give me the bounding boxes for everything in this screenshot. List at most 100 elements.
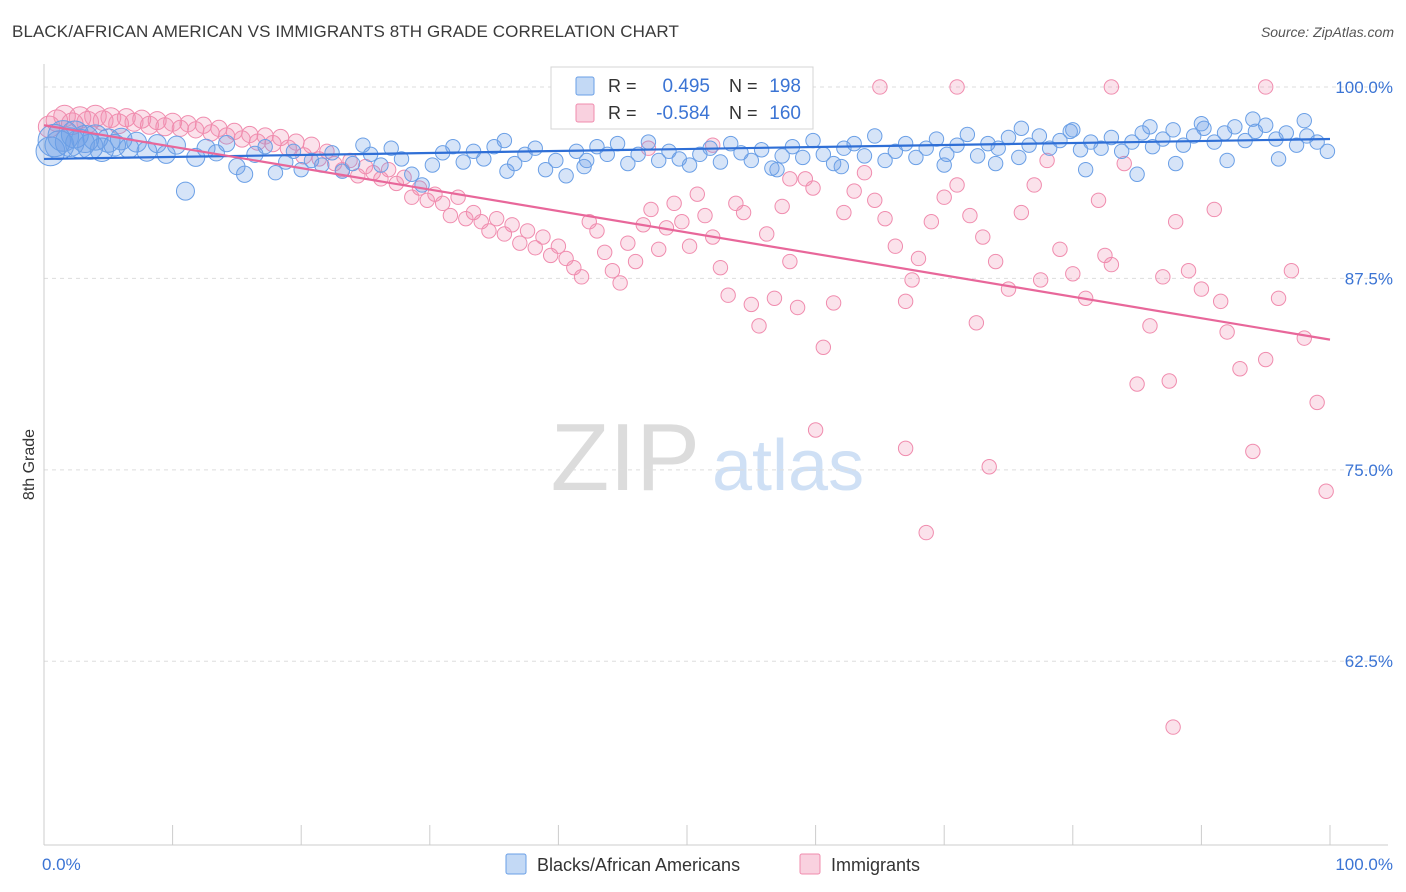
blacks-point <box>959 126 976 143</box>
blacks-point <box>496 132 513 149</box>
immigrants-point <box>815 339 832 356</box>
stats-r-label: R = <box>608 76 637 96</box>
blacks-point <box>887 143 904 159</box>
y-axis-title: 8th Grade <box>21 429 38 500</box>
immigrants-point <box>1142 318 1158 334</box>
blacks-point <box>1041 140 1058 156</box>
immigrants-point <box>1270 290 1287 306</box>
blacks-point <box>383 140 399 156</box>
immigrants-point <box>1318 483 1334 499</box>
immigrants-point <box>1167 214 1184 230</box>
immigrants-point <box>1219 324 1235 340</box>
immigrants-point <box>458 210 474 227</box>
blacks-point <box>833 158 850 175</box>
blacks-point <box>620 155 636 172</box>
blacks-point <box>1093 140 1109 156</box>
stats-box: R = 0.495 N = 198 R = -0.584 N = 160 <box>550 66 814 130</box>
blacks-point <box>1142 119 1158 135</box>
blacks-point <box>908 149 924 166</box>
immigrants-point <box>697 207 713 224</box>
blacks-point <box>805 132 821 149</box>
y-tick-label: 62.5% <box>1345 652 1393 671</box>
immigrants-point <box>846 183 862 199</box>
legend: Blacks/African Americans Immigrants <box>505 853 920 875</box>
blacks-point <box>1319 143 1336 159</box>
blacks-point <box>393 151 410 167</box>
immigrants-point <box>674 214 690 230</box>
immigrants-point <box>1026 177 1042 193</box>
blacks-point <box>651 152 667 169</box>
blacks-point <box>743 152 759 169</box>
blacks-point <box>1206 134 1222 150</box>
blacks-point <box>856 148 873 164</box>
immigrants-point <box>836 204 852 221</box>
blacks-point <box>324 145 340 161</box>
immigrants-point <box>867 192 883 208</box>
immigrants-point <box>1103 79 1120 95</box>
immigrants-point <box>1116 155 1132 172</box>
blacks-point <box>236 165 254 183</box>
immigrants-point <box>1258 79 1274 95</box>
immigrants-point <box>527 240 543 256</box>
blacks-point <box>445 138 461 155</box>
immigrants-point <box>825 295 842 311</box>
immigrants-point <box>1309 394 1325 411</box>
immigrants-point <box>1212 293 1229 310</box>
blacks-point <box>774 148 790 164</box>
stats-swatch <box>575 76 595 96</box>
immigrants-point <box>1013 204 1030 221</box>
blacks-point <box>897 135 914 152</box>
immigrants-point <box>887 238 904 254</box>
immigrants-point <box>512 235 528 251</box>
stats-swatch <box>575 103 595 123</box>
blacks-point <box>1011 149 1027 166</box>
immigrants-point <box>627 253 644 270</box>
blacks-point <box>661 143 677 159</box>
blacks-point <box>455 154 471 170</box>
blacks-point <box>640 134 657 150</box>
immigrants-point <box>419 192 435 208</box>
immigrants-point <box>1052 241 1068 257</box>
blacks-point <box>1129 166 1145 182</box>
y-tick-label: 75.0% <box>1345 461 1393 480</box>
immigrants-point <box>488 210 505 227</box>
blacks-point <box>1227 119 1243 135</box>
immigrants-point <box>1206 201 1222 218</box>
immigrants-point <box>1245 443 1261 460</box>
immigrants-point <box>856 165 873 181</box>
immigrants-point <box>782 253 798 270</box>
blacks-point <box>1278 125 1294 141</box>
immigrants-point <box>519 223 536 239</box>
blacks-point <box>769 161 785 178</box>
blacks-point <box>681 157 698 173</box>
immigrants-point <box>766 290 783 306</box>
legend-swatch-blacks <box>505 853 527 875</box>
immigrants-point <box>751 318 767 334</box>
blacks-point <box>1165 122 1181 138</box>
blacks-point <box>537 161 554 178</box>
stats-n-value: 160 <box>769 103 801 124</box>
legend-label-immigrants: Immigrants <box>831 855 920 875</box>
blacks-point <box>936 157 952 173</box>
watermark-zip: ZIP <box>551 404 700 511</box>
immigrants-point <box>132 109 152 129</box>
immigrants-point <box>807 422 824 438</box>
blacks-point <box>1167 155 1184 172</box>
blacks-point <box>424 157 441 173</box>
stats-r-value: 0.495 <box>662 76 710 97</box>
immigrants-point <box>1090 192 1107 208</box>
blacks-point <box>825 155 842 172</box>
immigrants-point <box>923 214 940 230</box>
immigrants-point <box>450 189 466 205</box>
immigrants-point <box>949 79 965 95</box>
blacks-point <box>1134 125 1150 141</box>
blacks-point <box>987 155 1004 172</box>
y-tick-label: 100.0% <box>1335 78 1393 97</box>
immigrants-point <box>1097 247 1113 264</box>
blacks-point <box>877 152 893 169</box>
blacks-point <box>476 151 492 167</box>
legend-label-blacks: Blacks/African Americans <box>537 855 740 875</box>
blacks-point <box>1296 112 1312 129</box>
immigrants-point <box>643 201 659 218</box>
